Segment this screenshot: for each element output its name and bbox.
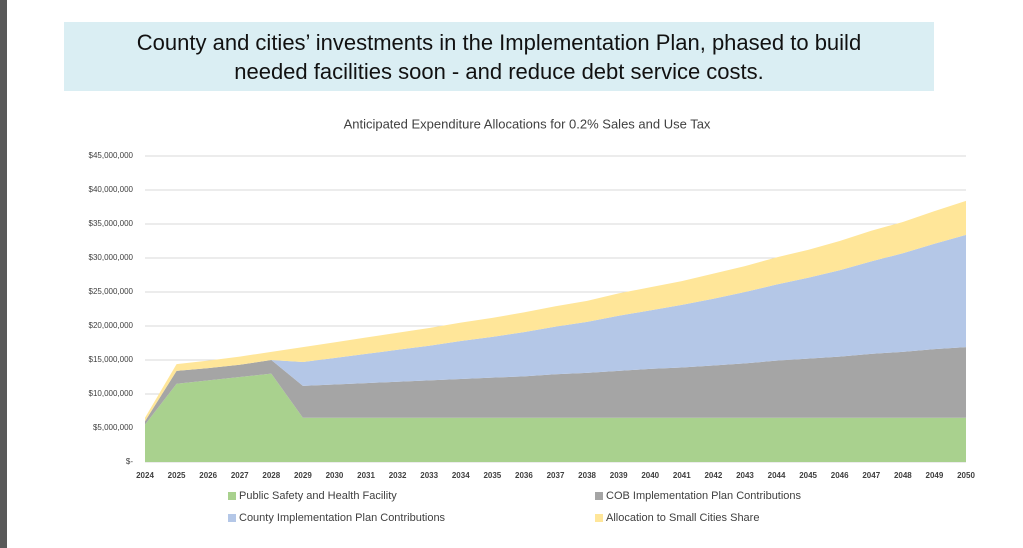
x-tick-label: 2028 bbox=[262, 471, 280, 480]
x-tick-label: 2042 bbox=[704, 471, 722, 480]
area bbox=[145, 347, 966, 425]
x-tick-label: 2040 bbox=[641, 471, 659, 480]
y-tick-label: $- bbox=[126, 457, 133, 466]
x-tick-label: 2031 bbox=[357, 471, 375, 480]
y-tick-label: $45,000,000 bbox=[89, 151, 134, 160]
y-tick-label: $30,000,000 bbox=[89, 253, 134, 262]
x-tick-label: 2025 bbox=[168, 471, 186, 480]
x-tick-label: 2045 bbox=[799, 471, 817, 480]
window-edge bbox=[0, 0, 7, 548]
y-tick-label: $20,000,000 bbox=[89, 321, 134, 330]
x-tick-label: 2037 bbox=[547, 471, 565, 480]
x-tick-label: 2038 bbox=[578, 471, 596, 480]
x-tick-label: 2027 bbox=[231, 471, 249, 480]
x-tick-label: 2047 bbox=[862, 471, 880, 480]
x-tick-label: 2046 bbox=[831, 471, 849, 480]
x-tick-label: 2030 bbox=[326, 471, 344, 480]
x-tick-label: 2043 bbox=[736, 471, 754, 480]
x-tick-label: 2036 bbox=[515, 471, 533, 480]
x-tick-label: 2044 bbox=[768, 471, 786, 480]
x-tick-label: 2024 bbox=[136, 471, 154, 480]
areas bbox=[145, 200, 966, 462]
y-tick-label: $40,000,000 bbox=[89, 185, 134, 194]
legend-label: Public Safety and Health Facility bbox=[239, 490, 397, 502]
legend-swatch bbox=[228, 492, 236, 500]
legend-swatch bbox=[228, 514, 236, 522]
y-tick-label: $25,000,000 bbox=[89, 287, 134, 296]
legend-label: County Implementation Plan Contributions bbox=[239, 512, 446, 524]
x-tick-label: 2035 bbox=[483, 471, 501, 480]
title-box: County and cities’ investments in the Im… bbox=[64, 22, 934, 91]
y-tick-label: $10,000,000 bbox=[89, 389, 134, 398]
chart-title: Anticipated Expenditure Allocations for … bbox=[344, 116, 711, 131]
slide-title: County and cities’ investments in the Im… bbox=[136, 29, 862, 84]
x-tick-label: 2034 bbox=[452, 471, 470, 480]
x-tick-label: 2041 bbox=[673, 471, 691, 480]
x-tick-label: 2039 bbox=[610, 471, 628, 480]
x-tick-label: 2050 bbox=[957, 471, 975, 480]
x-tick-label: 2026 bbox=[199, 471, 217, 480]
legend-label: COB Implementation Plan Contributions bbox=[606, 490, 802, 502]
x-tick-label: 2029 bbox=[294, 471, 312, 480]
x-tick-label: 2032 bbox=[389, 471, 407, 480]
legend-swatch bbox=[595, 514, 603, 522]
x-tick-label: 2048 bbox=[894, 471, 912, 480]
y-tick-label: $35,000,000 bbox=[89, 219, 134, 228]
legend-label: Allocation to Small Cities Share bbox=[606, 512, 759, 524]
area bbox=[145, 234, 966, 422]
y-tick-label: $5,000,000 bbox=[93, 423, 134, 432]
y-tick-label: $15,000,000 bbox=[89, 355, 134, 364]
area bbox=[145, 200, 966, 422]
x-tick-label: 2049 bbox=[926, 471, 944, 480]
legend-swatch bbox=[595, 492, 603, 500]
x-tick-label: 2033 bbox=[420, 471, 438, 480]
